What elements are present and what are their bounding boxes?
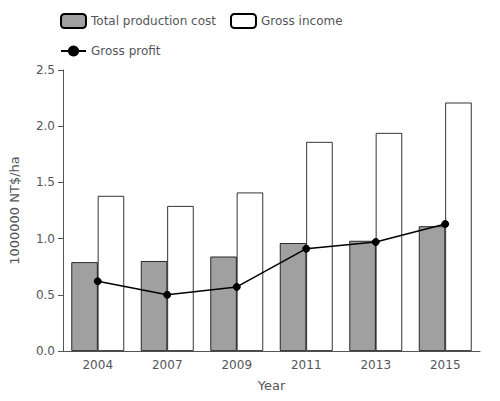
svg-text:Gross profit: Gross profit: [91, 44, 161, 58]
svg-text:2011: 2011: [291, 358, 322, 372]
svg-text:2007: 2007: [152, 358, 183, 372]
svg-text:Year: Year: [257, 378, 286, 393]
svg-text:Total production cost: Total production cost: [90, 14, 216, 28]
svg-text:Gross income: Gross income: [261, 14, 343, 28]
svg-text:0.5: 0.5: [36, 288, 55, 302]
svg-text:1.0: 1.0: [36, 232, 55, 246]
svg-text:2013: 2013: [360, 358, 391, 372]
svg-text:2.5: 2.5: [36, 63, 55, 77]
svg-text:1.5: 1.5: [36, 175, 55, 189]
svg-text:1000000 NT$/ha: 1000000 NT$/ha: [7, 156, 22, 265]
svg-text:0.0: 0.0: [36, 344, 55, 358]
svg-text:2.0: 2.0: [36, 119, 55, 133]
svg-text:2015: 2015: [430, 358, 461, 372]
svg-text:2009: 2009: [221, 358, 252, 372]
svg-text:2004: 2004: [82, 358, 113, 372]
